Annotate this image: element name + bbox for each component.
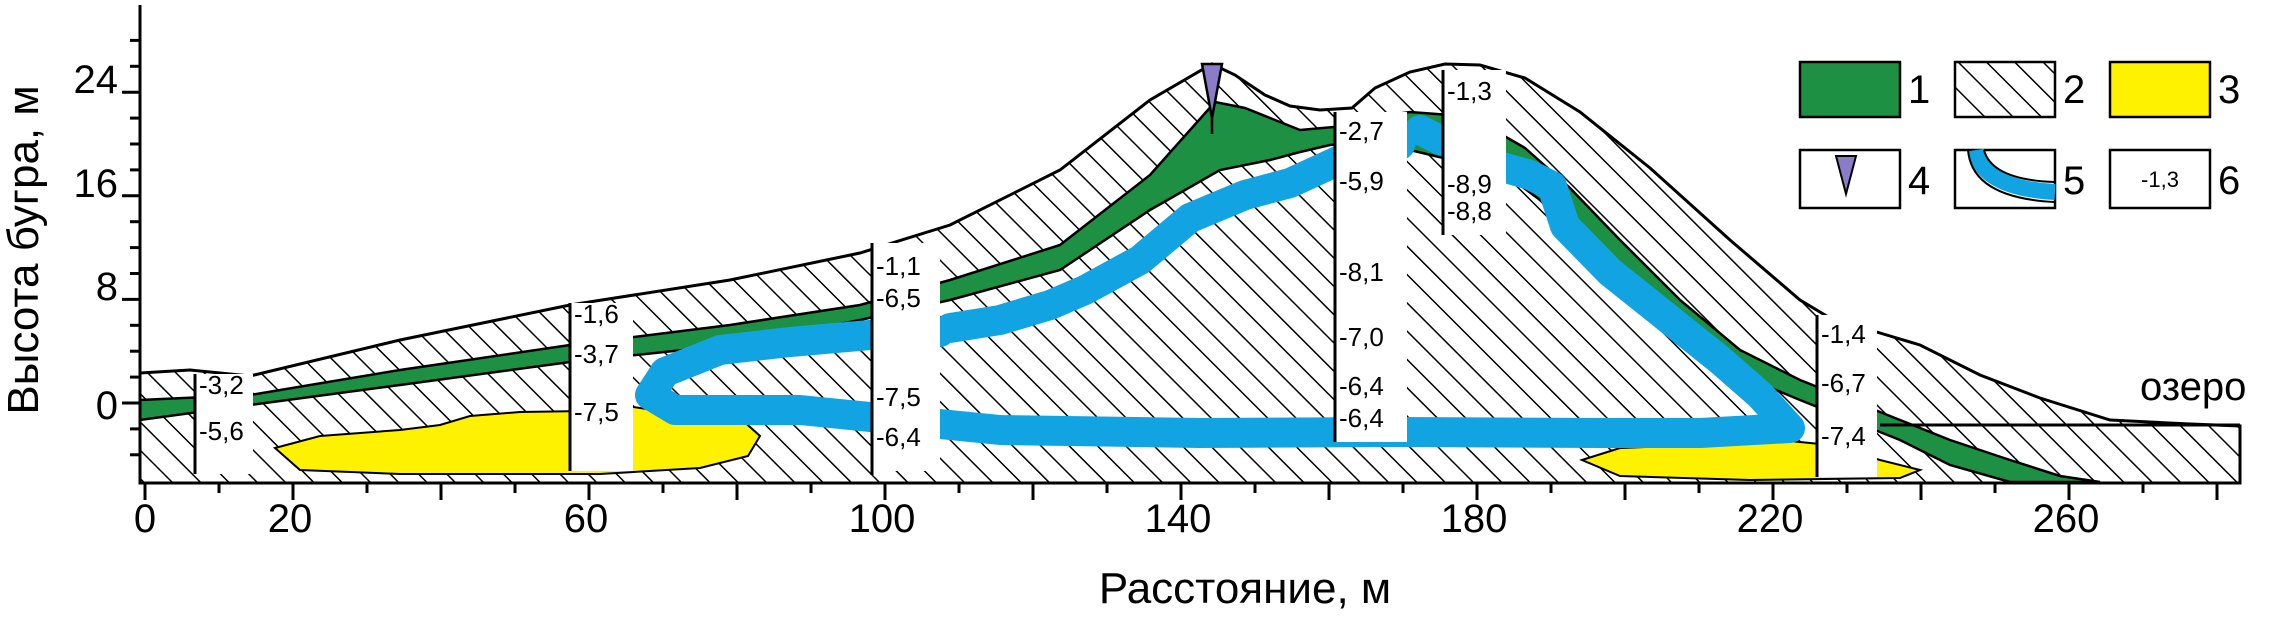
legend-item-1: 1: [1798, 60, 1930, 119]
x-tick-label-60: 60: [564, 497, 609, 541]
borehole-2-label-2: -3,7: [574, 339, 619, 369]
legend: 1 2 3 4 5 -1,3 6: [1798, 60, 2240, 210]
legend-item-3: 3: [2108, 60, 2240, 119]
legend-sample-label: -1,3: [2141, 167, 2179, 192]
borehole-6-label-2: -6,7: [1821, 368, 1866, 398]
x-tick-label-100: 100: [849, 497, 916, 541]
borehole-3-label-1: -1,1: [876, 251, 921, 281]
borehole-2-label-3: -7,5: [574, 397, 619, 427]
legend-item-5: 5: [1953, 148, 2085, 210]
y-tick-label-8: 8: [96, 265, 118, 309]
y-tick-label-0: 0: [96, 384, 118, 428]
green-layer-band: [138, 100, 2101, 484]
y-axis-ticks: [122, 38, 140, 457]
borehole-3-label-4: -6,4: [876, 422, 921, 452]
borehole-3-label-2: -6,5: [876, 283, 921, 313]
borehole-6: -1,4 -6,7 -7,4: [1815, 315, 1877, 477]
x-axis-title: Расстояние, м: [1099, 564, 1391, 613]
borehole-1: -3,2 -5,6: [193, 370, 253, 474]
legend-ice-lens-icon: [1968, 148, 2056, 200]
legend-num-3: 3: [2218, 68, 2240, 112]
x-tick-label-260: 260: [2033, 497, 2100, 541]
legend-num-1: 1: [1908, 68, 1930, 112]
borehole-1-label-1: -3,2: [199, 370, 244, 400]
legend-num-2: 2: [2063, 68, 2085, 112]
y-tick-label-16: 16: [74, 162, 119, 206]
borehole-4: -2,7 -5,9 -8,1 -7,0 -6,4 -6,4: [1333, 112, 1407, 442]
y-axis-title: Высота бугра, м: [0, 85, 48, 414]
borehole-3-label-3: -7,5: [876, 382, 921, 412]
lake-label: озеро: [2140, 365, 2246, 409]
borehole-2-label-1: -1,6: [574, 299, 619, 329]
borehole-4-label-2: -5,9: [1339, 166, 1384, 196]
y-tick-label-24: 24: [74, 58, 119, 102]
borehole-4-label-1: -2,7: [1339, 116, 1384, 146]
borehole-5: -1,3 -8,9 -8,8: [1441, 70, 1506, 235]
borehole-5-label-3: -8,8: [1447, 196, 1492, 226]
borehole-1-label-2: -5,6: [199, 416, 244, 446]
x-tick-label-220: 220: [1737, 497, 1804, 541]
legend-item-2: 2: [1953, 60, 2085, 119]
ice-wedge-crack: [1200, 62, 1224, 119]
borehole-5-label-2: -8,9: [1447, 169, 1492, 199]
x-axis-ticks: [143, 483, 2219, 500]
borehole-4-label-5: -6,4: [1339, 371, 1384, 401]
borehole-3: -1,1 -6,5 -7,5 -6,4: [870, 243, 940, 475]
borehole-2: -1,6 -3,7 -7,5: [568, 299, 633, 471]
boreholes: -3,2 -5,6 -1,6 -3,7 -7,5 -1,1 -6,5 -7,5 …: [193, 70, 1877, 477]
legend-num-5: 5: [2063, 159, 2085, 203]
legend-item-6: -1,3 6: [2108, 148, 2240, 210]
x-tick-label-180: 180: [1441, 497, 1508, 541]
borehole-4-label-4: -7,0: [1339, 322, 1384, 352]
legend-num-4: 4: [1908, 159, 1930, 203]
borehole-5-label-1: -1,3: [1447, 76, 1492, 106]
x-tick-label-20: 20: [268, 497, 313, 541]
legend-num-6: 6: [2218, 159, 2240, 203]
legend-wedge-icon: [1834, 155, 1858, 198]
x-tick-label-0: 0: [134, 497, 156, 541]
x-tick-label-140: 140: [1145, 497, 1212, 541]
borehole-6-label-3: -7,4: [1821, 421, 1866, 451]
borehole-4-label-3: -8,1: [1339, 257, 1384, 287]
borehole-6-label-1: -1,4: [1821, 319, 1866, 349]
legend-item-4: 4: [1798, 148, 1930, 210]
borehole-4-label-6: -6,4: [1339, 403, 1384, 433]
